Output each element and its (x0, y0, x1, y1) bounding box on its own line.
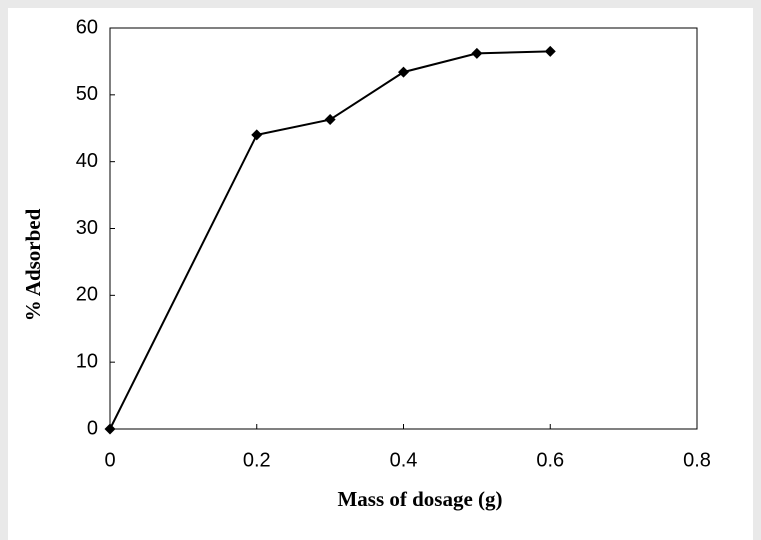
data-point (324, 114, 336, 126)
y-tick-label: 0 (87, 417, 98, 439)
x-tick-label: 0.4 (390, 449, 418, 471)
data-point (251, 129, 263, 141)
data-line (109, 50, 551, 430)
data-point (398, 66, 409, 78)
x-axis-title: Mass of dosage (g) (337, 487, 502, 511)
y-tick-label: 30 (76, 217, 98, 239)
chart-background (8, 8, 753, 540)
y-tick-label: 50 (76, 83, 98, 105)
x-tick-label: 0.6 (536, 449, 564, 471)
y-axis-title: % Adsorbed (21, 208, 45, 321)
y-tick-label: 40 (76, 150, 98, 172)
data-point (544, 45, 556, 57)
y-tick-label: 20 (76, 284, 98, 306)
x-tick-label: 0.8 (683, 449, 711, 471)
x-tick-label: 0.2 (243, 449, 271, 471)
y-tick-label: 10 (76, 350, 98, 372)
data-point (471, 47, 483, 59)
y-tick-label: 60 (76, 16, 98, 38)
x-tick-label: 0 (104, 449, 115, 471)
data-point (104, 423, 116, 435)
